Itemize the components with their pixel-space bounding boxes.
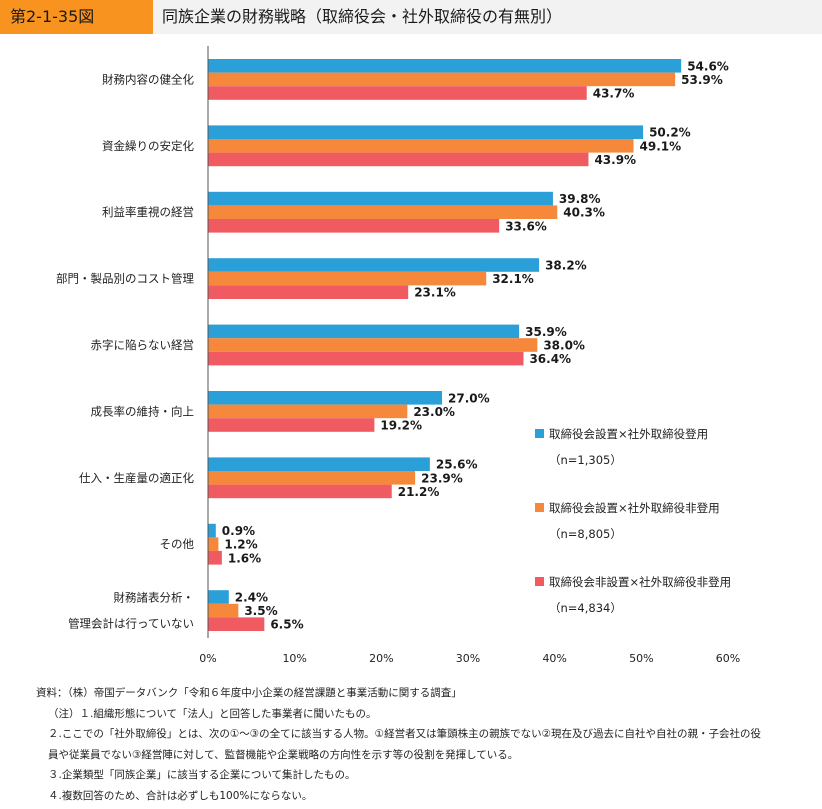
bar-value-label: 23.1% [414,286,456,300]
bar-value-label: 3.5% [244,604,277,618]
bar-value-label: 43.9% [594,153,636,167]
bar-value-label: 1.2% [224,538,257,552]
legend-count: （n=4,834） [549,601,622,615]
category-label: その他 [160,537,195,551]
figure-label: 第2-1-35図 [0,0,153,34]
bar-value-label: 53.9% [681,73,723,87]
bar-value-label: 38.2% [545,259,587,273]
bar [208,72,676,87]
legend-label: 取締役会設置×社外取締役登用 [549,427,708,441]
bar [208,551,222,565]
legend-count: （n=8,805） [549,527,622,541]
bar [208,219,500,233]
bar [208,590,229,604]
x-tick-label: 40% [542,652,566,665]
bar [208,285,409,299]
category-label: 赤字に陥らない経営 [91,338,195,352]
x-tick-label: 20% [369,652,393,665]
bar [208,338,538,352]
bar-value-label: 40.3% [563,206,605,220]
bar [208,418,375,432]
bar [208,391,442,405]
bar-value-label: 0.9% [222,524,255,538]
bar-value-label: 35.9% [525,325,567,339]
bar-value-label: 39.8% [559,192,601,206]
category-label: 資金繰りの安定化 [102,139,194,153]
bar-value-label: 49.1% [640,139,682,153]
legend-swatch [535,503,544,512]
bar-value-label: 25.6% [436,458,478,472]
category-label: 財務内容の健全化 [102,72,194,86]
bar [208,603,239,618]
bar-value-label: 36.4% [529,352,571,366]
figure-title: 同族企業の財務戦略（取締役会・社外取締役の有無別） [162,7,563,26]
bar-value-label: 43.7% [593,87,635,101]
figure-header: 第2-1-35図 同族企業の財務戦略（取締役会・社外取締役の有無別） [0,0,822,34]
legend-swatch [535,577,544,586]
bar-value-label: 23.0% [413,405,455,419]
legend-label: 取締役会非設置×社外取締役非登用 [549,575,731,589]
bar-value-label: 32.1% [492,272,534,286]
bar-value-label: 50.2% [649,126,691,140]
bar-value-label: 1.6% [228,551,261,565]
category-label: 管理会計は行っていない [68,617,194,631]
bar-value-label: 38.0% [543,339,585,353]
source-note: 資料：（株）帝国データバンク「令和６年度中小企業の経営課題と事業活動に関する調査… [36,687,462,699]
bar [208,484,392,499]
x-tick-label: 60% [716,652,740,665]
bar-value-label: 23.9% [421,471,463,485]
note-2: ２.ここでの「社外取締役」とは、次の①～③の全てに該当する人物。①経営者又は筆頭… [48,728,761,741]
x-tick-label: 10% [282,652,306,665]
bar-value-label: 19.2% [380,419,422,433]
legend-swatch [535,429,544,438]
category-label: 仕入・生産量の適正化 [79,471,194,485]
category-label: 部門・製品別のコスト管理 [56,272,194,286]
bar [208,617,265,631]
bar [208,191,553,206]
bar [208,152,589,167]
category-label: 財務諸表分析・ [114,591,195,605]
bar [208,205,558,219]
bar [208,324,520,339]
bar-value-label: 21.2% [398,485,440,499]
note-1: （注）１.組織形態について「法人」と回答した事業者に聞いたもの。 [48,707,377,720]
bar-value-label: 2.4% [235,591,268,605]
bar [208,271,487,286]
bar [208,457,430,471]
bar [208,351,524,366]
bar [208,125,644,139]
bar [208,471,416,485]
category-label: 利益率重視の経営 [102,205,194,219]
bar-value-label: 27.0% [448,391,490,405]
category-label: 成長率の維持・向上 [91,404,195,418]
bar-value-label: 6.5% [270,618,303,632]
bar [208,139,634,153]
bar [208,404,408,419]
bar-chart: 54.6% 50.2% 39.8% 38.2% 35.9% 27.0% 25.6% 0.9% 2… [56,46,740,665]
bar [208,258,540,272]
bar [208,86,587,100]
legend-label: 取締役会設置×社外取締役非登用 [549,501,720,515]
x-tick-label: 30% [456,652,480,665]
bar-value-label: 33.6% [505,219,547,233]
legend-count: （n=1,305） [549,453,622,467]
bar [208,523,216,538]
x-tick-label: 50% [629,652,653,665]
x-tick-label: 0% [199,652,216,665]
note-2-cont: 員や従業員でない③経営陣に対して、監督機能や企業戦略の方向性を示す等の役割を発揮… [48,748,519,761]
note-4: ４.複数回答のため、合計は必ずしも100%にならない。 [48,789,313,802]
bar [208,537,219,551]
note-3: ３.企業類型「同族企業」に該当する企業について集計したもの。 [48,769,356,782]
notes: 資料：（株）帝国データバンク「令和６年度中小企業の経営課題と事業活動に関する調査… [36,683,816,807]
bar [208,59,682,73]
bar-value-label: 54.6% [687,59,729,73]
